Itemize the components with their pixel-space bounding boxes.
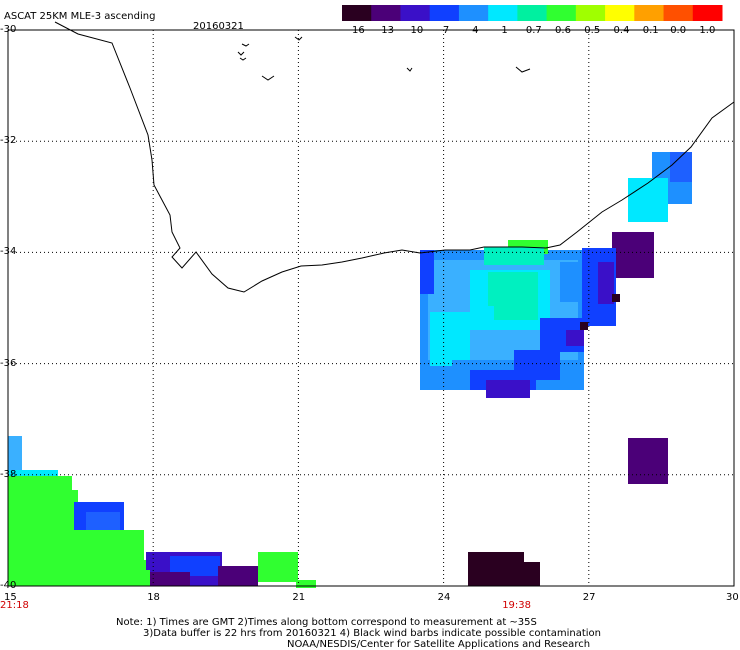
colorbar-tick-label: 1.0 [699,25,716,36]
wind-cell [420,250,434,294]
wind-cell [628,438,668,484]
latitude-label: -34 [0,246,17,258]
map-date: 20160321 [193,21,244,32]
colorbar-tick-label: -0.5 [580,25,601,36]
latitude-label: -30 [0,24,17,35]
wind-cell [612,232,654,278]
wind-cell [486,380,530,398]
longitude-label: 15 [4,592,17,603]
colorbar-tick-label: -7 [439,25,450,36]
wind-cell [8,476,72,490]
note-line-2: 3)Data buffer is 22 hrs from 20160321 4)… [143,628,601,639]
latitude-label: -38 [0,468,17,480]
wind-cell [430,312,470,366]
colorbar-segment [371,5,401,21]
colorbar [342,5,723,21]
colorbar-segment [692,5,723,21]
longitude-label: 21 [292,592,306,603]
longitude-label: 18 [147,592,160,603]
lat-lon-grid [7,29,735,587]
colorbar-tick-label: -0.6 [551,25,571,36]
longitude-label: 24 [437,592,451,603]
longitude-label: 27 [582,592,596,603]
colorbar-segment [575,5,606,21]
colorbar-segment [517,5,548,21]
wind-cell [494,300,538,320]
colorbar-segment [400,5,431,21]
latitude-label: -36 [0,357,17,369]
colorbar-tick-label: -16 [348,25,365,36]
longitude-label: 30 [726,592,739,603]
wind-cell [520,562,540,586]
latitude-label: -40 [0,580,17,591]
colorbar-segment [546,5,577,21]
wind-cell [146,572,190,586]
wind-cell [140,570,150,586]
wind-cell [566,330,584,346]
data-swaths [8,152,692,588]
wind-cell [612,294,620,302]
pass-time-label: 19:38 [502,600,532,611]
wind-cell [296,580,316,588]
colorbar-segment [605,5,635,21]
latitude-label: -32 [0,135,17,147]
colorbar-segment [342,5,372,21]
colorbar-tick-label: -13 [377,25,395,36]
map-frame [7,29,735,587]
colorbar-tick-label: -1 [497,25,508,36]
colorbar-tick-label: -0.1 [639,25,659,36]
colorbar-tick-label: -4 [468,25,479,36]
colorbar-segment [488,5,518,21]
colorbar-tick-label: -0.7 [522,25,542,36]
colorbar-segment [458,5,489,21]
wind-cell [170,556,220,576]
note-line-3: NOAA/NESDIS/Center for Satellite Applica… [287,639,591,650]
colorbar-tick-label: -0.4 [609,25,630,36]
colorbar-tick-label: -10 [406,25,424,36]
wind-cell [580,322,588,330]
colorbar-segment [634,5,665,21]
wind-cell [514,350,560,380]
wind-cell [218,566,258,586]
wind-cell [258,552,298,582]
coastline [54,21,735,293]
colorbar-segment [429,5,460,21]
wind-cell [484,247,544,265]
note-line-1: Note: 1) Times are GMT 2)Times along bot… [116,617,537,628]
wind-cell [468,552,524,586]
colorbar-segment [663,5,694,21]
colorbar-tick-label: 0.0 [670,25,687,36]
wind-cell [670,152,692,182]
pass-time-label: 21:18 [0,600,29,611]
wind-cell [628,178,668,222]
map-title: ASCAT 25KM MLE-3 ascending [4,11,156,22]
wind-cell [598,262,614,304]
